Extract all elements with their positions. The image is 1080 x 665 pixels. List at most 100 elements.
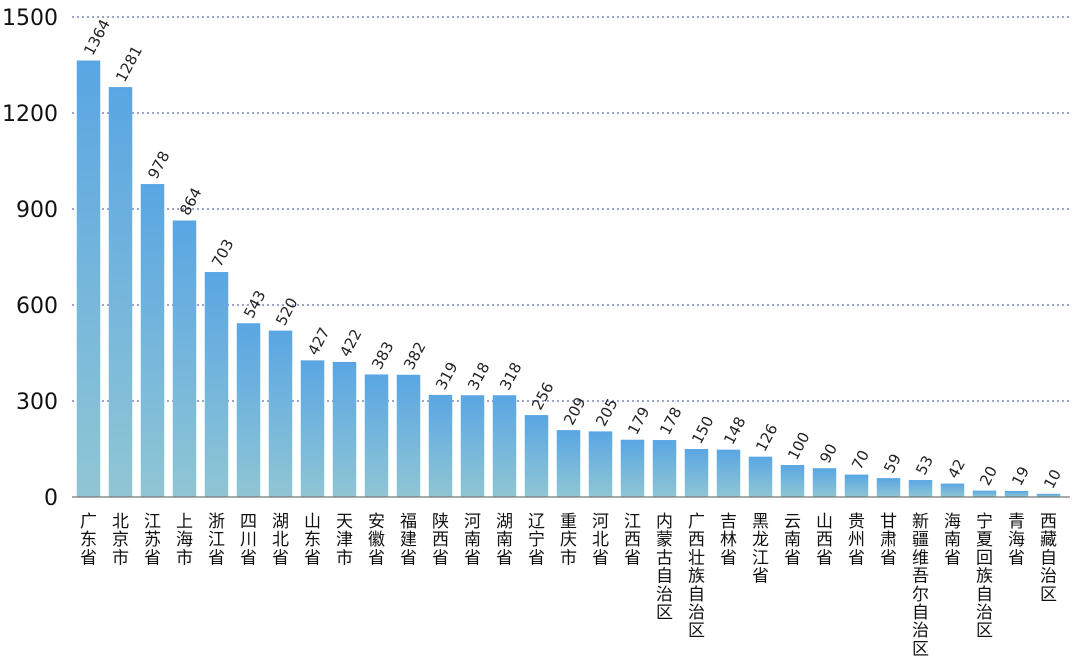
data-label: 59 [880,451,905,476]
category-label: 广西壮族自治区 [688,512,705,641]
bar [716,449,741,497]
data-label: 703 [208,236,237,270]
data-label: 178 [656,404,685,438]
data-label: 1281 [112,43,146,85]
bar [876,478,901,497]
bar [140,184,165,498]
bar [364,374,389,497]
bar [940,483,965,497]
bar [588,431,613,497]
data-label: 126 [752,421,781,455]
data-label: 427 [304,324,333,358]
bar [684,449,709,497]
bar [556,430,581,497]
category-label: 湖南省 [496,512,513,568]
bar [1036,493,1061,497]
data-label: 70 [848,447,873,472]
bar [172,220,197,497]
bar [428,394,453,497]
data-label: 318 [464,359,493,393]
category-label: 内蒙古自治区 [656,512,673,623]
data-label: 319 [432,359,461,393]
data-label: 978 [144,148,173,182]
bar [300,360,325,497]
bar [620,439,645,497]
data-label: 100 [784,429,813,463]
category-label: 吉林省 [720,512,737,568]
bar [972,490,997,497]
category-label: 四川省 [240,512,257,568]
bars [76,60,1061,498]
y-tick-label: 1500 [2,6,58,31]
data-label: 53 [912,453,937,478]
data-label: 543 [240,287,269,321]
category-label: 宁夏回族自治区 [976,512,993,641]
category-label: 重庆市 [560,512,577,568]
data-label: 383 [368,339,397,373]
category-label: 新疆维吾尔自治区 [912,512,929,659]
data-label: 256 [528,379,557,413]
category-label: 青海省 [1008,512,1025,568]
category-label: 上海市 [176,512,193,568]
bar [652,440,677,497]
bar [844,474,869,497]
category-label: 山西省 [816,512,833,568]
bar [396,374,421,497]
data-label: 209 [560,394,589,428]
bar [492,395,517,497]
y-tick-label: 300 [16,390,58,415]
data-label: 864 [176,185,205,219]
category-label: 山东省 [304,512,321,568]
bar [524,415,549,497]
category-label: 北京市 [112,512,129,568]
bar [332,361,357,497]
data-label: 19 [1008,463,1033,488]
category-label: 贵州省 [848,512,865,568]
category-label: 浙江省 [208,512,225,568]
category-label: 河南省 [464,512,481,568]
data-label: 520 [272,295,301,329]
category-label: 江西省 [624,512,641,568]
category-label: 湖北省 [272,512,289,568]
category-label: 江苏省 [144,512,161,568]
bar [908,480,933,497]
y-tick-label: 900 [16,198,58,223]
data-label: 10 [1040,466,1065,491]
x-axis-categories: 广东省北京市江苏省上海市浙江省四川省湖北省山东省天津市安徽省福建省陕西省河南省湖… [80,512,1057,659]
data-label: 148 [720,414,749,448]
data-label: 382 [400,339,429,373]
category-label: 辽宁省 [528,512,545,568]
y-axis-ticks: 0 300 600 900 1200 1500 [2,6,58,511]
data-label: 422 [336,326,365,360]
bar [780,465,805,497]
bar [460,395,485,497]
data-label: 150 [688,413,717,447]
bar [1004,490,1029,497]
bar [108,87,133,497]
data-label: 42 [944,456,969,481]
data-label: 179 [624,404,653,438]
bar [268,330,293,497]
category-label: 安徽省 [368,512,385,568]
category-label: 云南省 [784,512,801,568]
data-label: 90 [816,441,841,466]
category-label: 海南省 [944,512,961,568]
bar [812,468,837,497]
category-label: 甘肃省 [880,512,897,568]
category-label: 陕西省 [432,512,449,568]
y-tick-label: 1200 [2,102,58,127]
category-label: 黑龙江省 [752,512,769,587]
category-label: 福建省 [400,512,417,568]
bar [204,272,229,497]
data-label: 318 [496,359,525,393]
bar [76,60,101,498]
data-label: 1364 [80,16,114,58]
category-label: 广东省 [80,512,97,568]
bar [236,323,261,497]
data-label: 20 [976,463,1001,488]
bar [748,456,773,497]
y-tick-label: 0 [44,486,58,511]
category-label: 河北省 [592,512,609,568]
category-label: 天津市 [336,512,353,568]
